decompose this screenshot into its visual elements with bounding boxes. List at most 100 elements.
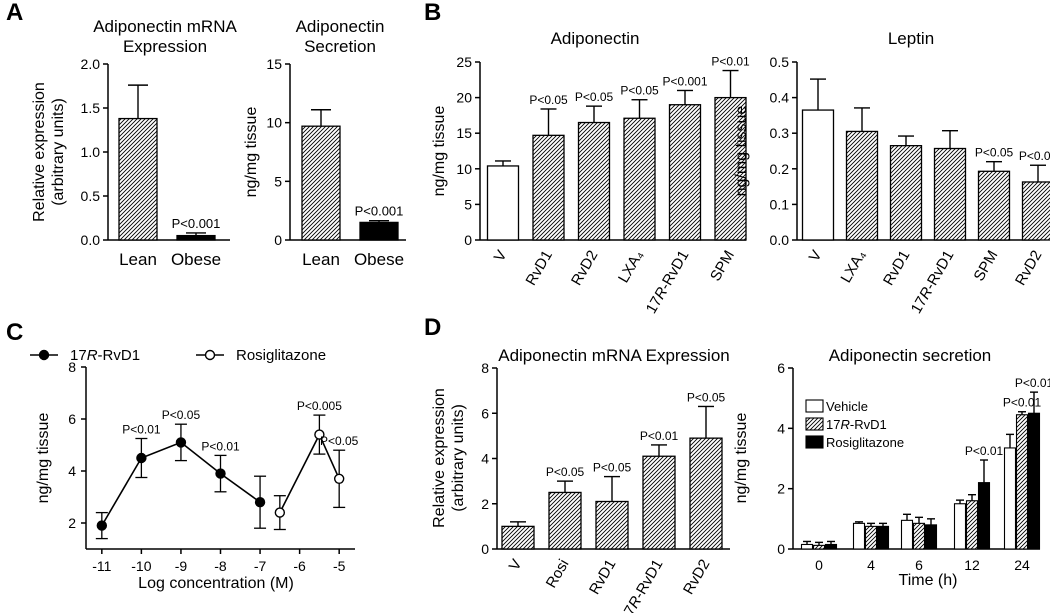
y-tick-label: 10 <box>266 115 282 131</box>
chart-b1-adiponectin: 0 5 10 15 20 25 Adiponectin ng/mg tissue V P<0.05… <box>431 29 750 317</box>
legend-swatch <box>805 399 824 413</box>
p-value-label: P<0.05 <box>546 465 585 479</box>
data-point <box>215 468 226 479</box>
p-value-label: P<0.005 <box>297 399 342 413</box>
bar <box>668 104 702 241</box>
bar <box>486 165 520 241</box>
p-value-label: P<0.01 <box>1019 149 1050 163</box>
x-tick-label: -7 <box>254 558 267 574</box>
chart-title: Adiponectin mRNA <box>93 17 237 36</box>
y-tick-label: 1.5 <box>81 100 101 116</box>
x-tick-label: 6 <box>915 557 923 573</box>
y-axis-label: Relative expression <box>31 82 48 222</box>
y-tick-label: 2.0 <box>81 56 101 72</box>
legend-label-part: 17 <box>70 347 87 364</box>
legend-label-part: -RvD1 <box>850 417 887 432</box>
y-tick-label: 20 <box>456 90 472 106</box>
y-tick-label: 5 <box>464 196 472 212</box>
bar <box>577 121 611 241</box>
p-value-label: P<0.05 <box>575 90 614 104</box>
y-axis-label: ng/mg tissue <box>243 107 260 198</box>
data-point <box>314 429 325 440</box>
p-value-label: P<0.01 <box>1003 396 1042 410</box>
chart-title: Secretion <box>304 37 376 56</box>
bar <box>176 234 216 241</box>
panel-label-a: A <box>6 0 23 26</box>
x-tick-label: -6 <box>293 558 306 574</box>
y-tick-label: 6 <box>777 360 785 376</box>
y-tick-label: 0.1 <box>770 196 790 212</box>
y-tick-label: 2 <box>68 515 76 531</box>
y-tick-label: 0.5 <box>770 54 790 70</box>
bar <box>845 130 879 241</box>
x-tick-label: Obese <box>354 250 404 269</box>
x-tick-label: 17R-RvD1 <box>908 248 958 317</box>
x-tick-label: 17R-RvD1 <box>643 248 693 317</box>
y-tick-label: 0.2 <box>770 161 790 177</box>
x-tick-label: 12 <box>964 557 980 573</box>
legend-label-part: R <box>840 417 849 432</box>
legend-marker <box>204 349 216 361</box>
data-point <box>254 497 266 508</box>
x-tick-label: RvD2 <box>568 248 601 289</box>
x-tick-label: -8 <box>214 558 227 574</box>
x-tick-label: V <box>491 248 511 265</box>
bar <box>714 96 747 241</box>
panel-label-b: B <box>424 0 441 26</box>
x-tick-label: 0 <box>815 557 823 573</box>
legend-label-part: R <box>87 347 98 364</box>
y-tick-label: 0.4 <box>770 90 790 106</box>
bar <box>812 544 826 550</box>
p-value-label: P<0.05 <box>529 93 568 107</box>
p-value-label: P<0.01 <box>711 55 750 69</box>
y-axis-label: ng/mg tissue <box>733 106 750 197</box>
x-tick-label: 4 <box>867 557 875 573</box>
bar <box>642 455 676 550</box>
chart-title: Adiponectin secretion <box>829 346 992 365</box>
y-tick-label: 0 <box>481 541 489 557</box>
panel-label-d: D <box>424 314 441 341</box>
x-tick-label: Obese <box>171 250 221 269</box>
chart-title: Leptin <box>888 29 934 48</box>
y-tick-label: 2 <box>481 496 489 512</box>
x-tick-label: Lean <box>119 250 157 269</box>
legend-label-part: -RvD1 <box>98 347 141 364</box>
y-tick-label: 8 <box>68 359 76 375</box>
x-tick-label: -5 <box>333 558 346 574</box>
tick-label-part: 17 <box>617 603 640 613</box>
tick-label-part: -RvD1 <box>630 557 666 602</box>
y-tick-label: 0 <box>777 541 785 557</box>
y-axis-label: (arbitrary units) <box>450 404 467 512</box>
y-tick-label: 6 <box>68 411 76 427</box>
y-tick-label: 5 <box>274 173 282 189</box>
bar <box>532 134 565 241</box>
chart-a1-adiponectin-mrna: 0.0 0.5 1.0 1.5 2.0 Adiponectin mRNAExpressio… <box>31 17 237 269</box>
p-value-label: P<0.001 <box>172 216 221 231</box>
x-tick-label: V <box>806 248 826 265</box>
y-tick-label: 4 <box>481 451 489 467</box>
legend-label-part: 17 <box>826 417 840 432</box>
bar <box>965 500 979 550</box>
bar <box>301 125 341 241</box>
panel-label-c: C <box>6 319 23 346</box>
x-tick-label: LXA₄ <box>615 248 647 286</box>
data-point <box>333 473 345 484</box>
y-tick-label: 6 <box>481 405 489 421</box>
y-tick-label: 0.0 <box>81 232 101 248</box>
y-tick-label: 15 <box>266 56 282 72</box>
bar <box>801 109 835 241</box>
legend-marker <box>38 349 50 361</box>
chart-b2-leptin: 0.0 0.1 0.2 0.3 0.4 0.5 Leptin ng/mg tissue V LXA… <box>733 29 1050 317</box>
y-tick-label: 10 <box>456 161 472 177</box>
chart-title: Adiponectin mRNA Expression <box>498 346 730 365</box>
bar <box>359 221 399 241</box>
y-axis-label: Relative expression <box>431 388 448 528</box>
legend-swatch <box>805 435 824 449</box>
legend-label: Rosiglitazone <box>826 435 904 450</box>
y-tick-label: 2 <box>777 481 785 497</box>
legend-label: Vehicle <box>826 399 868 414</box>
chart-title: Adiponectin <box>551 29 640 48</box>
p-value-label: P<0.05 <box>320 434 359 448</box>
x-tick-label: 17R-RvD1 <box>617 557 667 613</box>
